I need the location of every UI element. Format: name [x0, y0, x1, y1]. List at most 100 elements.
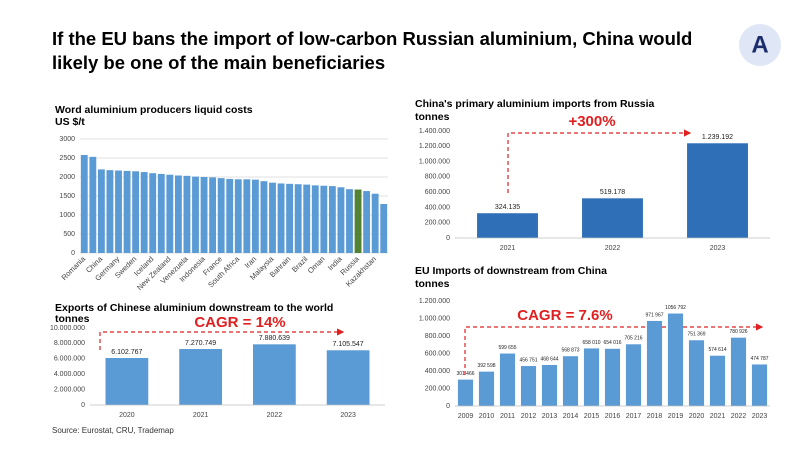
- bar: [89, 156, 97, 253]
- source: Source: Eurostat, CRU, Trademap: [52, 426, 174, 435]
- bar: [709, 355, 726, 406]
- chart-title: Exports of Chinese aluminium downstream …: [55, 302, 333, 314]
- x-tick-label: 2017: [626, 413, 642, 420]
- x-tick-label: 2014: [563, 413, 579, 420]
- bar: [371, 193, 379, 253]
- bar: [688, 340, 705, 406]
- x-tick-label: 2022: [605, 245, 621, 252]
- bar: [582, 198, 643, 238]
- y-tick-label: 1.200.000: [419, 298, 450, 305]
- y-tick-label: 6.000.000: [54, 356, 85, 363]
- x-tick-label: 2020: [119, 412, 135, 419]
- y-tick-label: 4.000.000: [54, 371, 85, 378]
- y-tick-label: 2.000.000: [54, 386, 85, 393]
- value-label: 780 926: [729, 329, 747, 335]
- bar: [183, 175, 191, 253]
- bar: [667, 313, 684, 406]
- bar: [132, 171, 140, 253]
- bar: [562, 356, 579, 406]
- bar: [106, 170, 114, 253]
- bar: [328, 186, 336, 253]
- y-tick-label: 0: [446, 235, 450, 242]
- slide-title: If the EU bans the import of low-carbon …: [52, 28, 692, 73]
- bar: [234, 179, 242, 253]
- bar: [269, 182, 276, 253]
- x-tick-label: 2021: [193, 412, 209, 419]
- bar: [320, 185, 328, 253]
- value-label: 654 016: [603, 340, 621, 346]
- bar: [457, 379, 474, 406]
- bar: [243, 179, 251, 253]
- bar: [751, 364, 768, 406]
- x-tick-label: 2013: [542, 413, 558, 420]
- x-tick-label: 2020: [689, 413, 705, 420]
- value-label: 7.880.639: [259, 335, 290, 342]
- bar: [520, 366, 537, 406]
- y-tick-label: 1000: [59, 212, 75, 219]
- bar: [277, 183, 285, 253]
- arrow: [507, 129, 692, 193]
- bar: [179, 349, 223, 405]
- value-label: 599 655: [498, 345, 516, 351]
- bar: [149, 173, 157, 253]
- value-label: 7.105.547: [333, 341, 364, 348]
- bar: [326, 350, 370, 405]
- bar: [286, 183, 294, 253]
- bar: [363, 191, 371, 253]
- arrow: [99, 328, 345, 350]
- x-tick-label: 2022: [731, 413, 747, 420]
- bar: [337, 187, 345, 253]
- bar: [478, 371, 495, 406]
- value-label: 658 010: [582, 340, 600, 346]
- x-tick-label: 2009: [458, 413, 474, 420]
- bar: [174, 175, 182, 253]
- x-tick-label: 2011: [500, 413, 515, 420]
- x-tick-label: 2023: [340, 412, 356, 419]
- bar: [380, 203, 388, 253]
- bar: [252, 344, 296, 405]
- x-tick-label: 2023: [752, 413, 768, 420]
- bar: [346, 189, 353, 253]
- bar: [157, 173, 165, 253]
- value-label: 474 787: [750, 356, 768, 362]
- value-label: 574 614: [708, 347, 726, 353]
- y-tick-label: 800.000: [425, 174, 450, 181]
- y-tick-label: 3000: [59, 136, 75, 143]
- bar: [209, 177, 217, 253]
- value-label: 301 466: [456, 371, 474, 377]
- x-tick-label: 2015: [584, 413, 600, 420]
- logo: [739, 24, 781, 66]
- y-tick-label: 8.000.000: [54, 340, 85, 347]
- y-tick-label: 10.000.000: [50, 325, 85, 332]
- chart-title: China's primary aluminium imports from R…: [415, 98, 655, 110]
- y-tick-label: 1.000.000: [419, 158, 450, 165]
- bar: [166, 174, 174, 253]
- bar: [123, 170, 131, 253]
- y-tick-label: 800.000: [425, 333, 450, 340]
- annotation: +300%: [568, 113, 615, 130]
- axis-unit: US $/t: [55, 116, 85, 128]
- bar: [477, 213, 538, 238]
- bar: [311, 185, 319, 253]
- y-tick-label: 2000: [59, 174, 75, 181]
- y-tick-label: 0: [71, 250, 75, 257]
- bar: [251, 179, 259, 253]
- y-tick-label: 600.000: [425, 189, 450, 196]
- value-label: 468 644: [540, 356, 558, 362]
- bar: [687, 143, 748, 238]
- bar: [294, 184, 302, 253]
- y-tick-label: 600.000: [425, 350, 450, 357]
- bar: [115, 170, 122, 253]
- value-label: 1056 792: [665, 305, 686, 311]
- axis-unit: tonnes: [55, 313, 90, 325]
- bar: [200, 177, 208, 253]
- logo-text: A: [751, 31, 768, 58]
- y-tick-label: 1500: [59, 193, 75, 200]
- value-label: 6.102.767: [111, 349, 142, 356]
- bar: [541, 364, 558, 406]
- arrow: [464, 323, 764, 375]
- bar: [226, 178, 234, 253]
- value-label: 7.270.749: [185, 340, 216, 347]
- bar: [217, 178, 225, 253]
